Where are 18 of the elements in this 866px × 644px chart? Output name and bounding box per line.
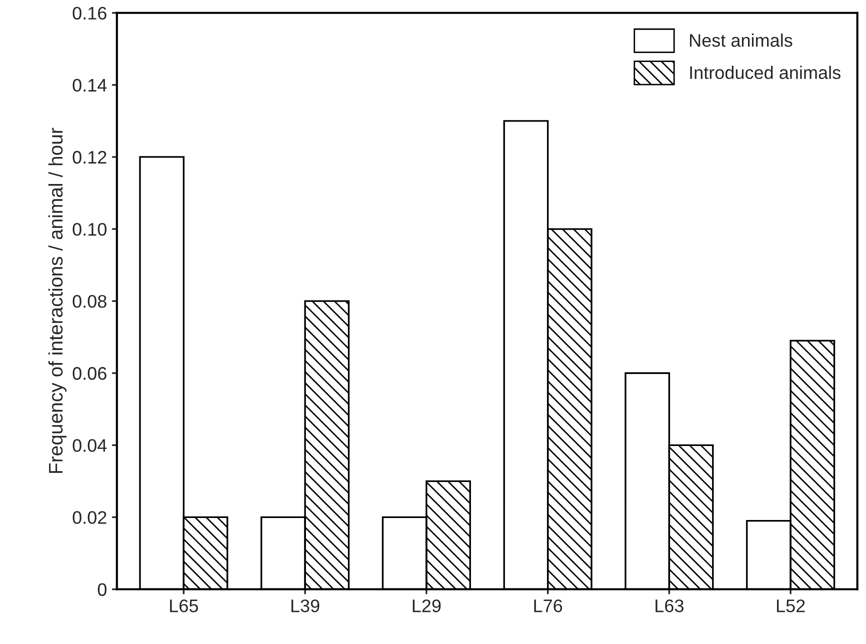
legend-label: Introduced animals (690, 66, 840, 80)
y-tick-label: 0.04 (72, 439, 107, 452)
x-tick-label: L65 (170, 599, 198, 612)
y-tick-label: 0.06 (72, 367, 106, 380)
x-tick-label: L39 (291, 599, 320, 612)
x-tick-label: L76 (534, 599, 562, 612)
y-tick-label: 0.16 (72, 6, 106, 20)
y-tick-label: 0 (98, 583, 106, 596)
y-tick-label: 0.02 (72, 511, 106, 524)
legend-label: Nest animals (690, 34, 792, 47)
y-tick-label: 0.14 (72, 78, 107, 92)
x-tick-label: L29 (412, 599, 441, 612)
y-tick-label: 0.10 (72, 222, 106, 236)
x-tick-label: L52 (777, 599, 805, 612)
y-tick-label: 0.08 (72, 295, 106, 308)
x-tick-label: L63 (656, 599, 684, 612)
y-axis-title: Frequency of interactions / animal / hour (48, 128, 66, 473)
y-tick-label: 0.12 (72, 150, 106, 164)
